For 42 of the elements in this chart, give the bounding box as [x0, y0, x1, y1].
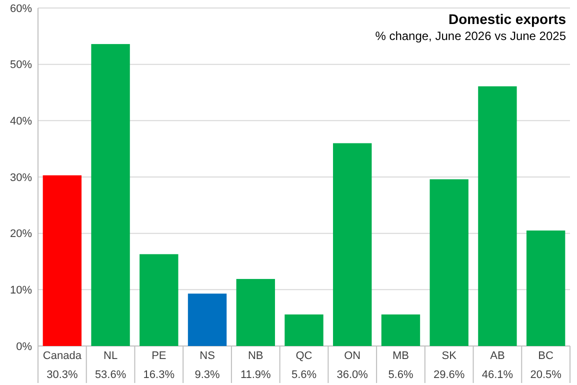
x-tick-label: MB	[392, 350, 409, 362]
data-label: 5.6%	[388, 369, 414, 381]
y-tick-label: 60%	[10, 2, 32, 15]
data-label: 9.3%	[194, 369, 220, 381]
x-tick-label: AB	[490, 350, 505, 362]
bar	[478, 86, 517, 346]
bar	[140, 254, 178, 346]
bar	[333, 143, 372, 346]
x-tick-label: Canada	[42, 350, 82, 362]
x-tick-label: SK	[442, 350, 458, 362]
bar	[42, 175, 82, 346]
bar	[91, 44, 130, 346]
data-label: 16.3%	[143, 369, 175, 381]
x-tick-label: NS	[200, 350, 215, 362]
x-tick-label: PE	[152, 350, 166, 362]
data-label: 11.9%	[240, 369, 272, 381]
bar	[430, 179, 468, 346]
text: % change, June 2026 vs June 2025	[375, 29, 566, 43]
y-tick-label: 30%	[10, 172, 32, 184]
data-label: 20.5%	[530, 369, 562, 381]
data-label: 46.1%	[482, 369, 514, 381]
data-label: 36.0%	[336, 369, 368, 381]
x-tick-label: NL	[104, 350, 118, 362]
chart-title: Domestic exports	[448, 11, 566, 27]
y-tick-label: 40%	[10, 116, 32, 128]
data-label: 29.6%	[433, 369, 465, 381]
x-tick-label: ON	[344, 350, 361, 362]
x-tick-label: QC	[296, 350, 312, 362]
data-label: 30.3%	[46, 369, 78, 381]
x-tick-label: BC	[538, 350, 554, 362]
bar	[188, 294, 227, 346]
bar	[284, 314, 324, 346]
y-tick-label: 20%	[10, 228, 32, 240]
bar	[526, 230, 566, 346]
bar	[381, 314, 420, 346]
data-label: 53.6%	[94, 369, 126, 381]
data-label: 5.6%	[291, 369, 317, 381]
y-tick-label: 10%	[10, 284, 32, 297]
y-tick-label: 50%	[10, 59, 32, 72]
x-tick-label: NB	[248, 350, 264, 362]
bar	[236, 278, 275, 346]
y-tick-label: 0%	[16, 340, 32, 353]
